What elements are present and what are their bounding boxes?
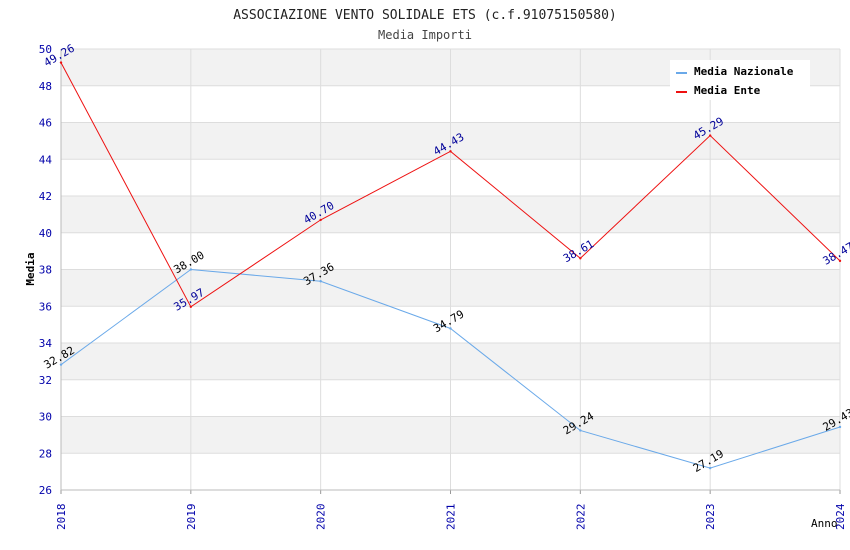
data-point (579, 257, 582, 260)
data-point (708, 134, 712, 137)
legend-box (670, 60, 810, 100)
legend: Media Nazionale Media Ente (670, 60, 810, 100)
data-point (59, 363, 63, 366)
data-point (449, 150, 452, 153)
x-tick-label: 2023 (704, 504, 717, 531)
y-tick-label: 40 (39, 227, 52, 240)
data-point (838, 425, 842, 429)
y-tick-label: 26 (39, 484, 52, 497)
data-point (449, 327, 452, 330)
data-point (838, 259, 842, 263)
axes: 26 28 30 32 34 36 38 40 42 44 46 48 50 2018 2019 2020 20… (39, 43, 847, 530)
y-tick-label: 32 (39, 374, 52, 387)
data-point (579, 429, 582, 432)
x-axis-label: Anno (811, 517, 838, 530)
y-tick-label: 44 (39, 153, 53, 166)
y-tick-label: 30 (39, 411, 52, 424)
y-axis-label: Media (24, 252, 37, 285)
x-tick-label: 2024 (834, 503, 847, 530)
x-tick-label: 2021 (445, 504, 458, 531)
data-point (319, 280, 322, 283)
y-tick-label: 42 (39, 190, 52, 203)
data-point (708, 466, 712, 470)
x-tick-label: 2018 (55, 504, 68, 531)
x-tick-label: 2019 (185, 504, 198, 531)
y-tick-label: 34 (39, 337, 53, 350)
y-tick-label: 46 (39, 117, 52, 130)
x-tick-label: 2022 (574, 504, 587, 531)
chart-subtitle: Media Importi (378, 28, 472, 42)
y-tick-label: 28 (39, 447, 52, 460)
data-point (59, 61, 63, 64)
legend-label-media-ente: Media Ente (694, 84, 761, 97)
x-tick-label: 2020 (315, 504, 328, 531)
data-point (189, 305, 193, 309)
data-point (189, 268, 193, 271)
legend-label-media-nazionale: Media Nazionale (694, 65, 794, 78)
y-tick-label: 48 (39, 80, 52, 93)
y-tick-label: 50 (39, 43, 52, 56)
data-point (319, 218, 322, 222)
series-lines (59, 61, 842, 470)
y-tick-label: 38 (39, 264, 52, 277)
chart-title: ASSOCIAZIONE VENTO SOLIDALE ETS (c.f.910… (233, 8, 617, 23)
y-tick-label: 36 (39, 300, 52, 313)
